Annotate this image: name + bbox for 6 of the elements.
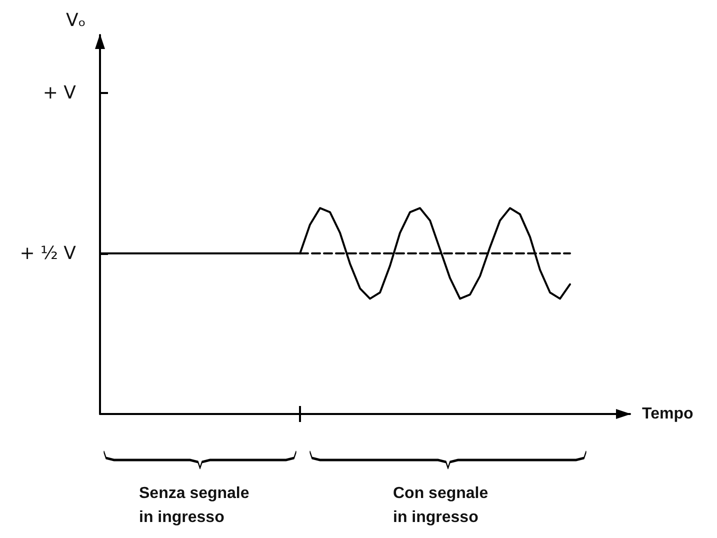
text: + ½ V — [20, 242, 77, 264]
text: + V — [42, 82, 77, 104]
text: Con segnale in ingresso — [393, 484, 488, 528]
text: Vₒ — [66, 9, 86, 33]
x-axis-title: Tempo — [642, 406, 694, 422]
text: Senza segnale in ingresso — [139, 484, 250, 528]
